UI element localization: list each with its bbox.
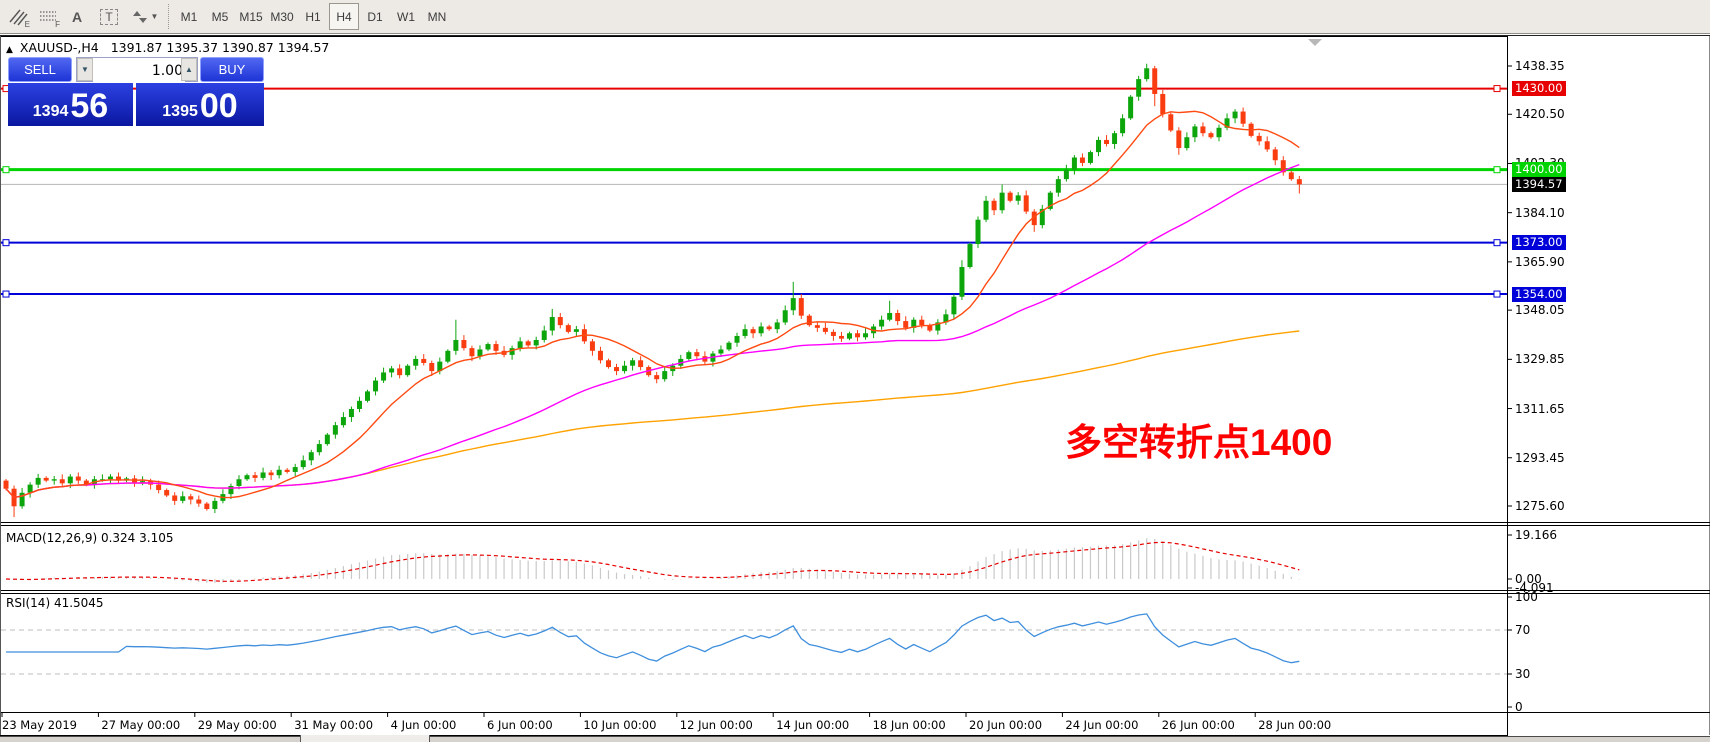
cycle-arrows-icon[interactable]: ▼ — [127, 3, 163, 30]
symbol-title: XAUUSD-,H4 — [19, 40, 99, 55]
timeframe-button-w1[interactable]: W1 — [397, 9, 415, 24]
timeframe-button-h1[interactable]: H1 — [305, 9, 321, 24]
sell-button[interactable]: SELL — [8, 57, 72, 82]
timeframe-button-h4[interactable]: H4 — [329, 3, 359, 30]
equidistant-channel-icon[interactable]: E — [4, 3, 32, 30]
price-tick-label: 1329.85 — [1515, 352, 1565, 367]
rsi-axis-label: 0 — [1515, 700, 1523, 714]
active-chart-tab-edge[interactable] — [300, 735, 430, 742]
price-tick-label: 1293.45 — [1515, 450, 1565, 465]
rsi-axis-label: 30 — [1515, 667, 1531, 681]
time-axis-label: 28 Jun 00:00 — [1258, 718, 1332, 732]
symbol-header: ▲ XAUUSD-,H4 1391.87 1395.37 1390.87 139… — [6, 40, 329, 55]
dotted-grid-glyph — [40, 10, 56, 21]
time-axis-label: 14 Jun 00:00 — [776, 718, 850, 732]
level-price-chip: 1373.00 — [1512, 235, 1566, 251]
timeframe-button-d1[interactable]: D1 — [367, 9, 383, 24]
level-price-chip: 1400.00 — [1512, 162, 1566, 178]
macd-axis-label: -4.091 — [1515, 581, 1554, 595]
price-tick-label: 1365.90 — [1515, 254, 1565, 269]
time-axis-label: 6 Jun 00:00 — [487, 718, 553, 732]
timeframe-button-m30[interactable]: M30 — [270, 9, 294, 24]
timeframe-button-m5[interactable]: M5 — [211, 9, 229, 24]
text-box-icon[interactable]: T — [95, 3, 123, 30]
price-tick-label: 1275.60 — [1515, 499, 1565, 513]
ma-fast-line — [5, 110, 1300, 499]
current-price-chip: 1394.57 — [1512, 176, 1566, 192]
icon-sub-label: F — [55, 20, 60, 29]
time-axis-label: 18 Jun 00:00 — [872, 718, 946, 732]
price-tick-label: 1311.65 — [1515, 401, 1565, 416]
hatch-lines-glyph — [9, 9, 28, 25]
time-axis-label: 20 Jun 00:00 — [969, 718, 1043, 732]
timeframe-button-m1[interactable]: M1 — [180, 9, 198, 24]
level-price-chip: 1430.00 — [1512, 81, 1566, 97]
chart-tabs-strip-edge — [0, 736, 1710, 742]
buy-price-big: 00 — [199, 87, 238, 125]
buy-price-display[interactable]: 1395 00 — [136, 83, 264, 126]
level-price-chip: 1354.00 — [1512, 286, 1566, 302]
macd-axis-label: 19.166 — [1515, 527, 1557, 542]
toolbar: E F A T ▼ M1 M5 M15 M30 H1 H4 D1 W1 MN — [0, 0, 1710, 34]
timeframe-button-m15[interactable]: M15 — [239, 9, 263, 24]
time-axis-label: 26 Jun 00:00 — [1161, 718, 1235, 732]
fibonacci-grid-icon[interactable]: F — [34, 3, 62, 30]
time-axis-label: 4 Jun 00:00 — [390, 718, 457, 732]
sell-price-big: 56 — [70, 87, 109, 125]
text-label-icon[interactable]: A — [71, 8, 83, 25]
icon-sub-label: T — [100, 8, 118, 25]
time-axis-label: 10 Jun 00:00 — [583, 718, 657, 732]
volume-box: ▼ ▲ — [76, 57, 198, 83]
macd-axis-label: 0.00 — [1515, 572, 1542, 586]
price-tick-label: 1438.35 — [1515, 59, 1565, 73]
icon-sub-label: E — [24, 20, 30, 29]
time-axis-label: 27 May 00:00 — [101, 718, 181, 732]
rsi-axis-label: 100 — [1515, 590, 1538, 604]
toolbar-separator — [168, 4, 169, 29]
sell-price-small: 1394 — [32, 103, 69, 120]
volume-increase-button[interactable]: ▲ — [181, 58, 197, 81]
time-axis-label: 31 May 00:00 — [294, 718, 374, 732]
macd-label: MACD(12,26,9) 0.324 3.105 — [6, 531, 174, 545]
rsi-label: RSI(14) 41.5045 — [6, 596, 104, 610]
one-click-trading-panel: SELL ▼ ▲ BUY 1394 56 1395 00 — [8, 57, 264, 126]
volume-input[interactable] — [93, 58, 185, 83]
ohlc-readout: 1391.87 1395.37 1390.87 1394.57 — [110, 40, 330, 55]
chart-window[interactable] — [0, 35, 1710, 735]
chart-annotation-text: 多空转折点1400 — [1065, 422, 1333, 463]
time-axis-label: 24 Jun 00:00 — [1065, 718, 1139, 732]
sell-price-display[interactable]: 1394 56 — [8, 83, 133, 126]
arrows-glyph — [132, 10, 147, 23]
price-tick-label: 1384.10 — [1515, 205, 1565, 220]
price-tick-label: 1348.05 — [1515, 303, 1565, 318]
buy-button[interactable]: BUY — [200, 57, 264, 82]
rsi-axis-label: 70 — [1515, 623, 1531, 637]
time-axis-label: 23 May 2019 — [2, 718, 77, 732]
ma-mid-line — [5, 163, 1300, 499]
chevron-down-icon: ▼ — [150, 12, 159, 21]
price-tick-label: 1420.50 — [1515, 107, 1565, 122]
time-axis-label: 12 Jun 00:00 — [679, 718, 753, 732]
time-axis-label: 29 May 00:00 — [197, 718, 277, 732]
collapse-arrow-icon[interactable]: ▲ — [6, 45, 13, 55]
timeframe-button-mn[interactable]: MN — [427, 9, 447, 24]
buy-price-small: 1395 — [162, 103, 198, 120]
volume-decrease-button[interactable]: ▼ — [77, 58, 93, 81]
